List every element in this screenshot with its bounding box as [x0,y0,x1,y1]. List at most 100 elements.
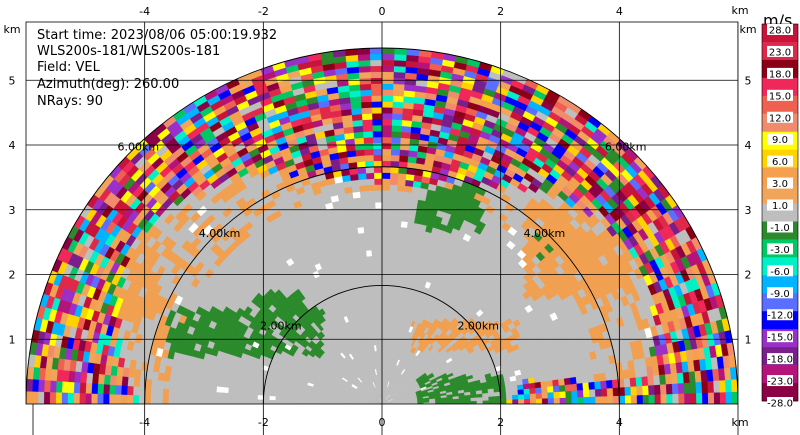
velocity-gate [373,285,379,292]
velocity-gate [365,166,375,174]
velocity-gate [399,232,407,240]
velocity-gate [369,65,383,73]
velocity-gate [641,375,649,387]
velocity-gate [358,71,371,79]
velocity-gate [394,279,400,287]
velocity-gate [407,215,416,224]
velocity-gate [372,124,383,132]
velocity-gate [558,384,566,392]
velocity-gate [367,202,376,209]
velocity-gate [381,107,393,114]
velocity-gate [390,279,396,287]
velocity-gate [476,400,484,404]
velocity-gate [351,185,360,193]
velocity-gate [358,77,372,85]
velocity-gate [393,47,408,56]
velocity-gate [606,387,614,397]
velocity-gate [506,394,513,400]
velocity-gate [370,89,383,96]
velocity-gate [607,395,614,404]
velocity-gate [648,394,656,404]
velocity-gate [381,219,389,227]
velocity-gate [366,178,375,186]
velocity-gate [523,388,531,395]
velocity-gate [356,47,371,56]
velocity-gate [672,393,679,404]
velocity-gate [360,202,369,210]
velocity-gate [381,160,391,168]
velocity-gate [594,388,602,397]
velocity-gate [659,383,667,395]
velocity-gate [354,209,363,217]
velocity-gate [361,119,373,127]
velocity-gate [358,238,366,246]
velocity-gate [564,383,572,392]
velocity-gate [393,232,401,240]
velocity-gate [600,380,608,389]
velocity-gate [671,383,679,395]
velocity-gate [529,392,537,400]
velocity-gate [401,113,413,122]
velocity-gate [565,397,573,404]
velocity-gate [390,148,401,156]
velocity-gate [362,125,373,132]
velocity-gate [364,160,374,168]
velocity-gate [600,388,608,397]
velocity-gate [678,393,685,404]
velocity-gate [365,249,372,257]
velocity-gate [453,401,460,404]
velocity-gate [404,239,412,247]
velocity-gate [381,326,385,333]
velocity-gate [366,261,373,269]
velocity-gate [381,190,390,197]
velocity-gate [392,89,405,97]
velocity-gate [713,391,721,404]
velocity-gate [618,395,626,404]
velocity-gate [393,226,401,234]
velocity-gate [367,196,376,204]
velocity-gate [577,396,584,404]
velocity-gate [635,376,643,387]
velocity-gate [378,320,383,328]
velocity-gate [689,381,697,394]
velocity-gate [389,166,399,174]
velocity-gate [381,320,386,328]
velocity-gate [397,244,405,252]
velocity-gate [506,399,513,404]
velocity-gate [387,219,396,227]
velocity-gate [390,142,401,150]
velocity-gate [396,256,403,264]
velocity-gate [571,390,578,398]
velocity-gate [392,249,399,257]
velocity-gate [381,124,392,132]
velocity-gate [357,172,367,181]
velocity-gate [664,373,673,385]
velocity-gate [707,380,715,393]
velocity-gate [535,387,543,394]
velocity-gate [541,392,549,399]
velocity-gate [366,190,376,198]
velocity-gate [595,396,602,404]
velocity-gate [372,142,383,150]
velocity-gate [362,130,373,138]
velocity-gate [378,308,383,316]
velocity-gate [581,374,589,384]
velocity-gate [511,394,519,400]
velocity-gate [390,154,400,162]
velocity-gate [458,400,466,404]
velocity-gate [359,190,368,198]
velocity-gate [398,238,406,246]
velocity-gate [553,397,561,404]
velocity-gate [558,378,566,386]
velocity-gate [575,375,583,384]
velocity-gate [381,291,387,298]
velocity-gate [512,398,519,404]
velocity-gate [371,101,383,108]
velocity-gate [374,297,379,304]
velocity-gate [665,383,673,395]
velocity-gate [373,160,383,168]
velocity-gate [397,178,406,186]
velocity-gate [546,385,554,393]
velocity-gate [358,65,371,73]
velocity-gate [384,332,388,340]
